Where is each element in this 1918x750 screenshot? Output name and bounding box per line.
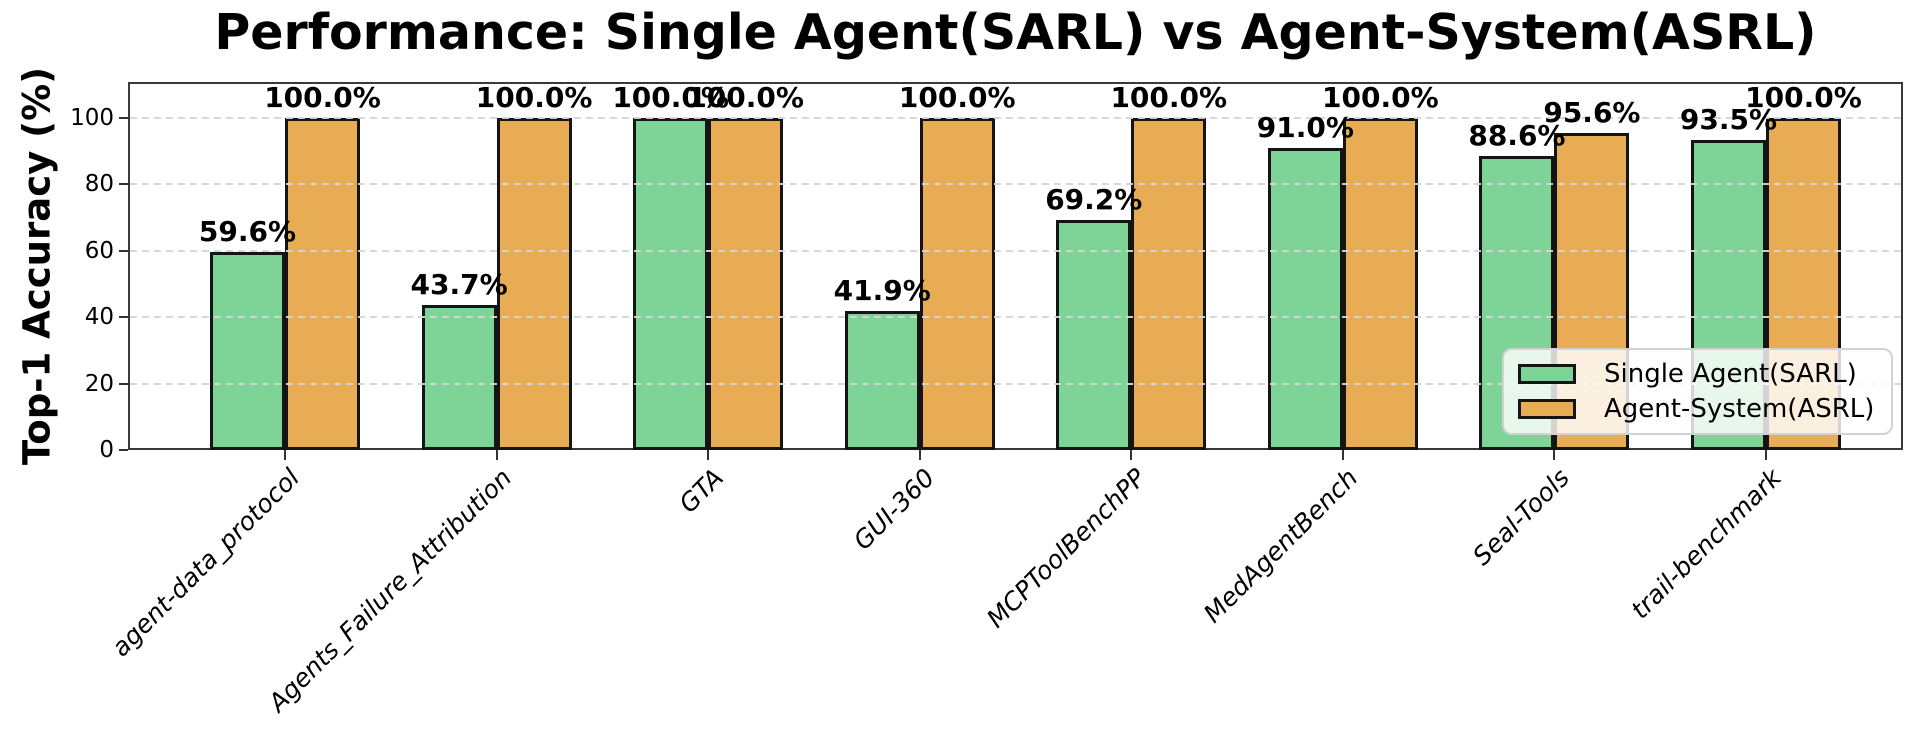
x-tick-mark-GUI-360 xyxy=(918,450,921,460)
gridline-40 xyxy=(130,316,1901,319)
gridline-80 xyxy=(130,183,1901,186)
bar-agent-system-MedAgentBench xyxy=(1342,118,1418,450)
legend-item-agent-system: Agent-System(ASRL) xyxy=(1518,394,1877,424)
bar-agent-system-agent-data_protocol xyxy=(285,118,360,450)
bar-single-agent-MCPToolBenchPP xyxy=(1056,220,1132,450)
y-tick-label-60: 60 xyxy=(84,237,114,264)
value-label-agent-system-agent-data_protocol: 100.0% xyxy=(264,81,381,114)
y-tick-label-100: 100 xyxy=(70,105,114,131)
x-tick-mark-MedAgentBench xyxy=(1341,450,1344,460)
bar-single-agent-GTA xyxy=(633,118,709,450)
x-tick-mark-Agents_Failure_Attribution xyxy=(495,450,498,460)
x-tick-label-MCPToolBenchPP: MCPToolBenchPP xyxy=(981,463,1152,634)
legend-label-single-agent: Single Agent(SARL) xyxy=(1604,359,1857,389)
bar-agent-system-Agents_Failure_Attribution xyxy=(496,118,572,450)
value-label-agent-system-MCPToolBenchPP: 100.0% xyxy=(1110,81,1228,114)
value-label-agent-system-GTA: 100.0% xyxy=(687,81,804,114)
plot-area xyxy=(128,82,1903,450)
bar-single-agent-GUI-360 xyxy=(844,310,920,450)
y-tick-mark-60 xyxy=(119,249,128,252)
x-tick-mark-GTA xyxy=(707,450,710,460)
x-tick-mark-agent-data_protocol xyxy=(284,450,286,460)
legend-item-single-agent: Single Agent(SARL) xyxy=(1518,359,1877,389)
value-label-single-agent-agent-data_protocol: 59.6% xyxy=(198,215,297,249)
y-tick-label-20: 20 xyxy=(84,370,114,397)
y-tick-mark-0 xyxy=(119,449,128,451)
value-label-single-agent-GUI-360: 41.9% xyxy=(833,273,931,307)
value-label-single-agent-MCPToolBenchPP: 69.2% xyxy=(1045,183,1143,217)
bar-single-agent-agent-data_protocol xyxy=(210,252,285,450)
x-tick-label-GTA: GTA xyxy=(673,463,729,519)
value-label-single-agent-MedAgentBench: 91.0% xyxy=(1256,110,1354,144)
x-tick-mark-MCPToolBenchPP xyxy=(1130,450,1133,460)
bar-agent-system-GUI-360 xyxy=(919,118,995,450)
value-label-agent-system-GUI-360: 100.0% xyxy=(898,81,1016,114)
x-tick-label-trail-benchmark: trail-benchmark xyxy=(1624,463,1787,625)
x-tick-label-agent-data_protocol: agent-data_protocol xyxy=(106,463,306,663)
value-label-single-agent-trail-benchmark: 93.5% xyxy=(1679,102,1778,136)
value-label-agent-system-Agents_Failure_Attribution: 100.0% xyxy=(475,81,593,114)
value-label-single-agent-Seal-Tools: 88.6% xyxy=(1468,118,1566,152)
value-label-single-agent-GTA: 100.0% xyxy=(612,81,729,114)
chart-title: Performance: Single Agent(SARL) vs Agent… xyxy=(214,4,1817,61)
gridline-60 xyxy=(130,249,1901,252)
bar-single-agent-Agents_Failure_Attribution xyxy=(421,304,497,450)
y-tick-label-80: 80 xyxy=(84,171,114,198)
x-tick-label-Agents_Failure_Attribution: Agents_Failure_Attribution xyxy=(262,463,518,718)
y-tick-mark-100 xyxy=(119,117,128,119)
gridline-100 xyxy=(130,117,1901,119)
x-tick-label-Seal-Tools: Seal-Tools xyxy=(1467,463,1575,571)
legend-swatch-single-agent xyxy=(1518,364,1576,384)
legend-label-agent-system: Agent-System(ASRL) xyxy=(1604,394,1875,424)
y-tick-mark-40 xyxy=(119,316,128,319)
value-label-agent-system-trail-benchmark: 100.0% xyxy=(1745,81,1862,114)
x-tick-label-MedAgentBench: MedAgentBench xyxy=(1198,463,1364,629)
x-tick-mark-trail-benchmark xyxy=(1764,450,1767,460)
x-tick-mark-Seal-Tools xyxy=(1553,450,1556,460)
legend: Single Agent(SARL) Agent-System(ASRL) xyxy=(1502,348,1893,435)
value-label-agent-system-MedAgentBench: 100.0% xyxy=(1322,81,1439,114)
x-tick-label-GUI-360: GUI-360 xyxy=(847,463,941,556)
y-tick-mark-80 xyxy=(119,183,128,186)
value-label-single-agent-Agents_Failure_Attribution: 43.7% xyxy=(410,267,508,301)
gridline-20 xyxy=(130,382,1901,385)
bar-agent-system-GTA xyxy=(708,118,784,450)
y-tick-label-0: 0 xyxy=(99,437,114,463)
legend-swatch-agent-system xyxy=(1518,399,1576,419)
bar-single-agent-MedAgentBench xyxy=(1267,147,1343,450)
y-tick-label-40: 40 xyxy=(84,304,114,331)
value-label-agent-system-Seal-Tools: 95.6% xyxy=(1543,95,1641,129)
y-tick-mark-20 xyxy=(119,382,128,385)
bar-agent-system-MCPToolBenchPP xyxy=(1131,118,1207,450)
